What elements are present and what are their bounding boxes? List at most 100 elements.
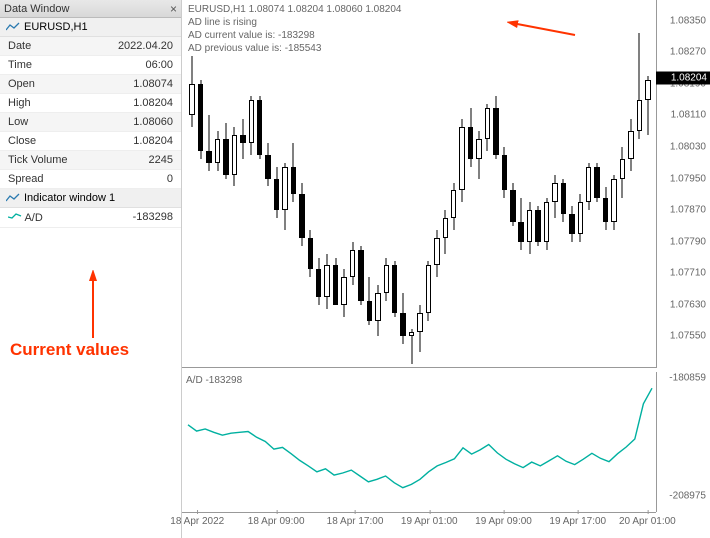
- candle[interactable]: [299, 0, 304, 368]
- candle[interactable]: [189, 0, 194, 368]
- symbol-header: EURUSD,H1: [0, 18, 181, 37]
- candle[interactable]: [282, 0, 287, 368]
- candle[interactable]: [594, 0, 599, 368]
- price-tick: 1.07790: [670, 236, 706, 247]
- price-tick: 1.08350: [670, 15, 706, 26]
- data-label: Date: [0, 37, 110, 55]
- candle[interactable]: [274, 0, 279, 368]
- time-tick: 19 Apr 09:00: [475, 516, 532, 527]
- candle[interactable]: [291, 0, 296, 368]
- indicator-plot[interactable]: A/D -183298: [182, 372, 656, 512]
- candle[interactable]: [409, 0, 414, 368]
- candle[interactable]: [476, 0, 481, 368]
- line-icon: [8, 211, 22, 221]
- indicator-section-header: Indicator window 1: [0, 189, 181, 208]
- symbol-label: EURUSD,H1: [24, 21, 88, 33]
- close-icon[interactable]: ×: [170, 2, 177, 16]
- indicator-tick: -208975: [669, 491, 706, 502]
- candle[interactable]: [502, 0, 507, 368]
- candle[interactable]: [535, 0, 540, 368]
- candle[interactable]: [316, 0, 321, 368]
- chart-area[interactable]: EURUSD,H1 1.08074 1.08204 1.08060 1.0820…: [182, 0, 710, 538]
- indicator-section-label: Indicator window 1: [24, 192, 115, 204]
- candle[interactable]: [223, 0, 228, 368]
- candle[interactable]: [637, 0, 642, 368]
- indicator-name: A/D: [24, 212, 42, 224]
- indicator-line-svg: [182, 372, 656, 512]
- data-value: 1.08060: [125, 113, 181, 131]
- candle[interactable]: [417, 0, 422, 368]
- data-row: Time06:00: [0, 56, 181, 75]
- candle[interactable]: [518, 0, 523, 368]
- data-row: Low1.08060: [0, 113, 181, 132]
- candle[interactable]: [249, 0, 254, 368]
- candle[interactable]: [384, 0, 389, 368]
- candle[interactable]: [350, 0, 355, 368]
- candle[interactable]: [451, 0, 456, 368]
- indicator-tick: -180859: [669, 373, 706, 384]
- candle[interactable]: [603, 0, 608, 368]
- data-window-title: Data Window: [4, 3, 69, 15]
- candle[interactable]: [367, 0, 372, 368]
- candle[interactable]: [341, 0, 346, 368]
- candle[interactable]: [552, 0, 557, 368]
- candlestick-plot[interactable]: [182, 0, 656, 368]
- annotation-text: Current values: [10, 340, 129, 360]
- candle[interactable]: [620, 0, 625, 368]
- candle[interactable]: [645, 0, 650, 368]
- data-label: Spread: [0, 170, 159, 188]
- candle[interactable]: [333, 0, 338, 368]
- data-row: Open1.08074: [0, 75, 181, 94]
- candle[interactable]: [493, 0, 498, 368]
- candle[interactable]: [206, 0, 211, 368]
- candle[interactable]: [232, 0, 237, 368]
- candle[interactable]: [569, 0, 574, 368]
- candle[interactable]: [527, 0, 532, 368]
- candle[interactable]: [426, 0, 431, 368]
- time-tick: 20 Apr 01:00: [619, 516, 676, 527]
- indicator-axis: -180859 -208975: [656, 372, 710, 512]
- indicator-label: A/D -183298: [186, 375, 242, 386]
- data-label: Open: [0, 75, 125, 93]
- price-tick: 1.07710: [670, 268, 706, 279]
- time-tick: 18 Apr 2022: [170, 516, 224, 527]
- indicator-name-cell: A/D: [0, 208, 125, 227]
- candle[interactable]: [215, 0, 220, 368]
- candle[interactable]: [459, 0, 464, 368]
- candle[interactable]: [611, 0, 616, 368]
- data-row: Date2022.04.20: [0, 37, 181, 56]
- data-row: High1.08204: [0, 94, 181, 113]
- candle[interactable]: [628, 0, 633, 368]
- candle[interactable]: [358, 0, 363, 368]
- candle[interactable]: [375, 0, 380, 368]
- candle[interactable]: [586, 0, 591, 368]
- price-tick: 1.08110: [671, 110, 706, 121]
- candle[interactable]: [434, 0, 439, 368]
- candle[interactable]: [578, 0, 583, 368]
- price-tick: 1.08030: [670, 142, 706, 153]
- data-window-panel: Data Window × EURUSD,H1 Date2022.04.20Ti…: [0, 0, 182, 538]
- data-row: Spread0: [0, 170, 181, 189]
- candle[interactable]: [257, 0, 262, 368]
- candle[interactable]: [240, 0, 245, 368]
- candle[interactable]: [198, 0, 203, 368]
- candle[interactable]: [485, 0, 490, 368]
- candle[interactable]: [324, 0, 329, 368]
- candle[interactable]: [561, 0, 566, 368]
- data-value: 1.08204: [125, 132, 181, 150]
- data-label: Tick Volume: [0, 151, 141, 169]
- candle[interactable]: [392, 0, 397, 368]
- candle[interactable]: [265, 0, 270, 368]
- data-label: Close: [0, 132, 125, 150]
- main-chart[interactable]: EURUSD,H1 1.08074 1.08204 1.08060 1.0820…: [182, 0, 710, 368]
- candle[interactable]: [400, 0, 405, 368]
- candle[interactable]: [544, 0, 549, 368]
- indicator-window[interactable]: A/D -183298 -180859 -208975: [182, 372, 710, 512]
- candle[interactable]: [468, 0, 473, 368]
- candle[interactable]: [510, 0, 515, 368]
- data-window-titlebar[interactable]: Data Window ×: [0, 0, 181, 18]
- data-value: 0: [159, 170, 181, 188]
- candle[interactable]: [443, 0, 448, 368]
- data-value: 2245: [141, 151, 181, 169]
- candle[interactable]: [308, 0, 313, 368]
